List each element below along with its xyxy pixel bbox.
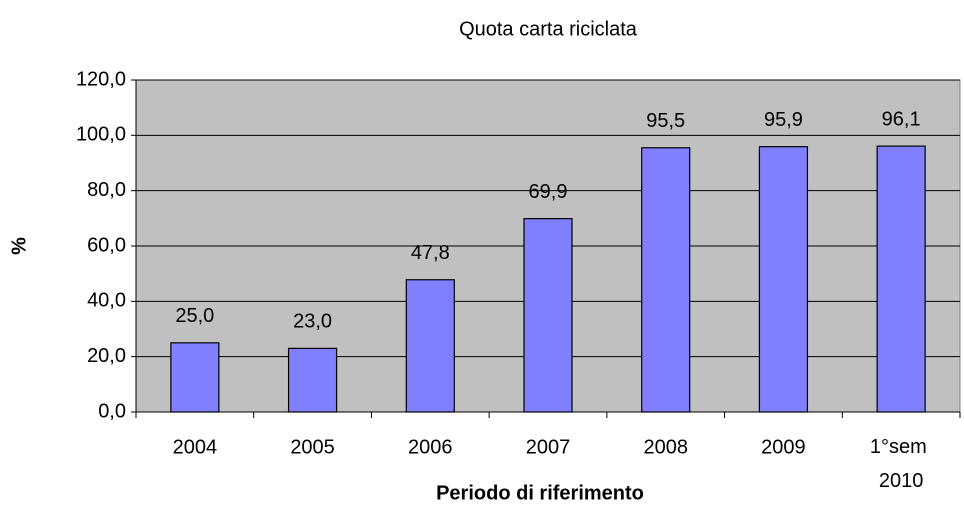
y-tick-label: 60,0 [87,234,126,256]
data-label: 95,5 [646,110,685,132]
bar [641,147,691,413]
y-tick-label: 20,0 [87,345,126,367]
x-tick-label: 1°sem 2010 [870,436,932,492]
data-label: 47,8 [411,242,450,264]
y-tick-label: 0,0 [98,400,126,422]
y-tick-label: 120,0 [76,68,126,90]
x-tick-label: 2007 [526,436,571,458]
bar [523,218,573,413]
x-tick-label: 2009 [761,436,806,458]
y-tick-label: 80,0 [87,179,126,201]
bar [758,146,809,413]
data-label: 69,9 [529,181,568,203]
x-tick-label: 2008 [643,436,688,458]
data-label: 95,9 [764,109,803,131]
bar [170,342,220,413]
x-tick-label: 2004 [173,436,218,458]
bar [405,279,455,413]
data-label: 96,1 [882,108,921,130]
x-tick-label: 2005 [290,436,335,458]
y-axis-label: % [8,237,30,255]
bar [876,145,926,413]
bar [287,347,338,413]
chart-title: Quota carta riciclata [459,18,638,40]
y-tick-label: 40,0 [87,290,126,312]
y-tick-label: 100,0 [76,124,126,146]
data-label: 25,0 [175,305,214,327]
x-axis-label: Periodo di riferimento [436,482,644,504]
x-tick-label: 2006 [408,436,453,458]
data-label: 23,0 [293,311,332,333]
